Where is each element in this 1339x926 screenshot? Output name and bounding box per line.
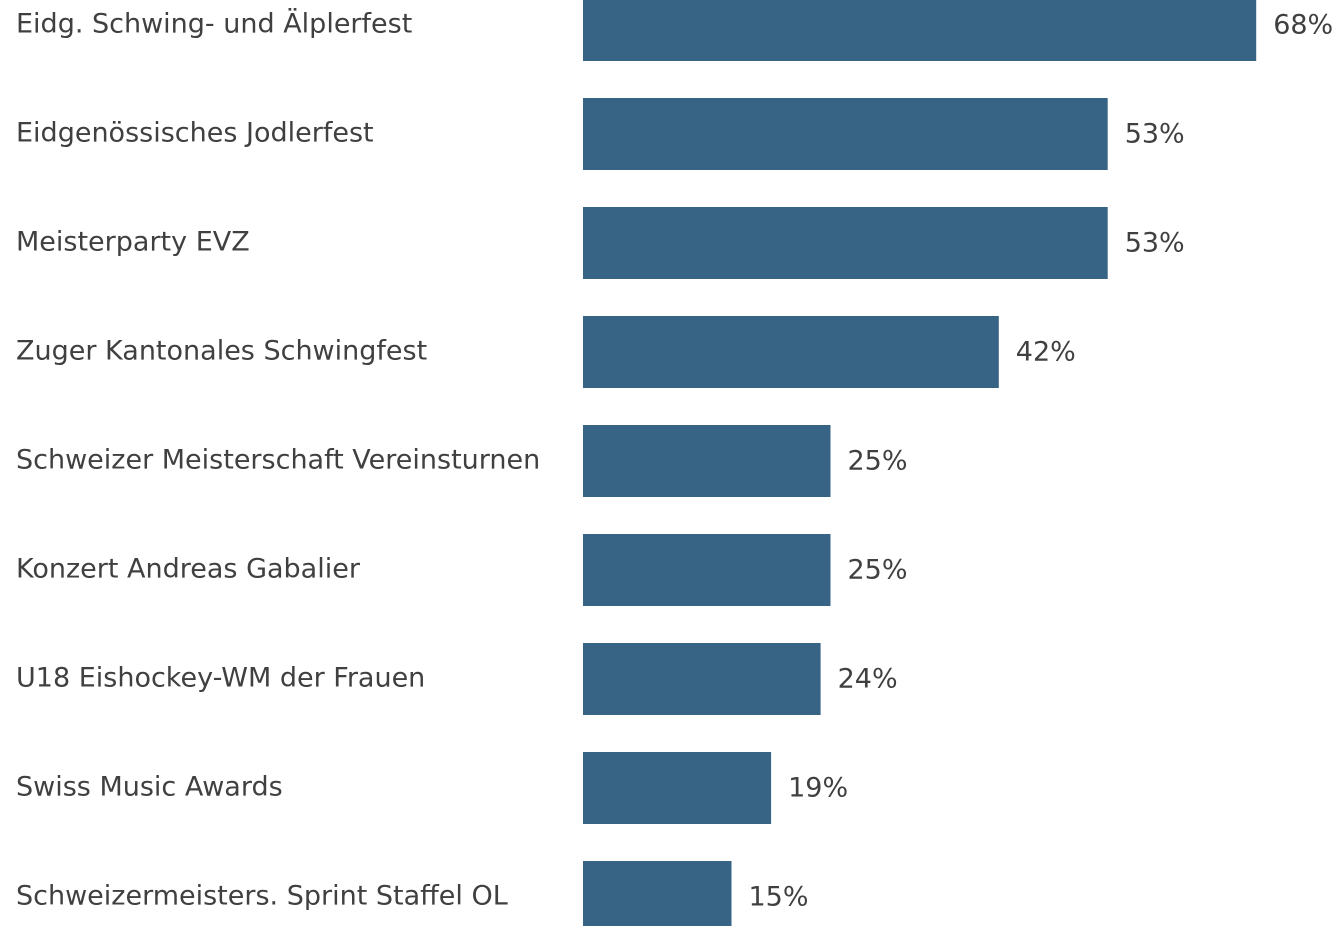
bar	[583, 643, 821, 715]
bar	[583, 207, 1108, 279]
category-label: Zuger Kantonales Schwingfest	[16, 336, 427, 367]
value-label: 53%	[1125, 228, 1185, 259]
value-label: 53%	[1125, 119, 1185, 150]
value-label: 68%	[1273, 10, 1333, 41]
category-label: Schweizer Meisterschaft Vereinsturnen	[16, 445, 540, 476]
category-label: Meisterparty EVZ	[16, 227, 250, 258]
bar	[583, 752, 772, 824]
value-label: 15%	[749, 882, 809, 913]
bar	[583, 0, 1257, 61]
value-label: 42%	[1016, 337, 1076, 368]
bar	[583, 98, 1108, 170]
value-label: 19%	[788, 773, 848, 804]
category-label: Konzert Andreas Gabalier	[16, 554, 361, 585]
category-label: Eidgenössisches Jodlerfest	[16, 118, 374, 149]
category-label: Eidg. Schwing- und Älplerfest	[16, 8, 412, 40]
category-label: U18 Eishockey-WM der Frauen	[16, 663, 425, 694]
value-label: 25%	[848, 446, 908, 477]
value-label: 25%	[848, 555, 908, 586]
bar	[583, 316, 999, 388]
bar	[583, 861, 732, 926]
bar	[583, 534, 831, 606]
value-label: 24%	[838, 664, 898, 695]
bar	[583, 425, 831, 497]
category-label: Swiss Music Awards	[16, 772, 283, 803]
category-label: Schweizermeisters. Sprint Staffel OL	[16, 881, 508, 912]
